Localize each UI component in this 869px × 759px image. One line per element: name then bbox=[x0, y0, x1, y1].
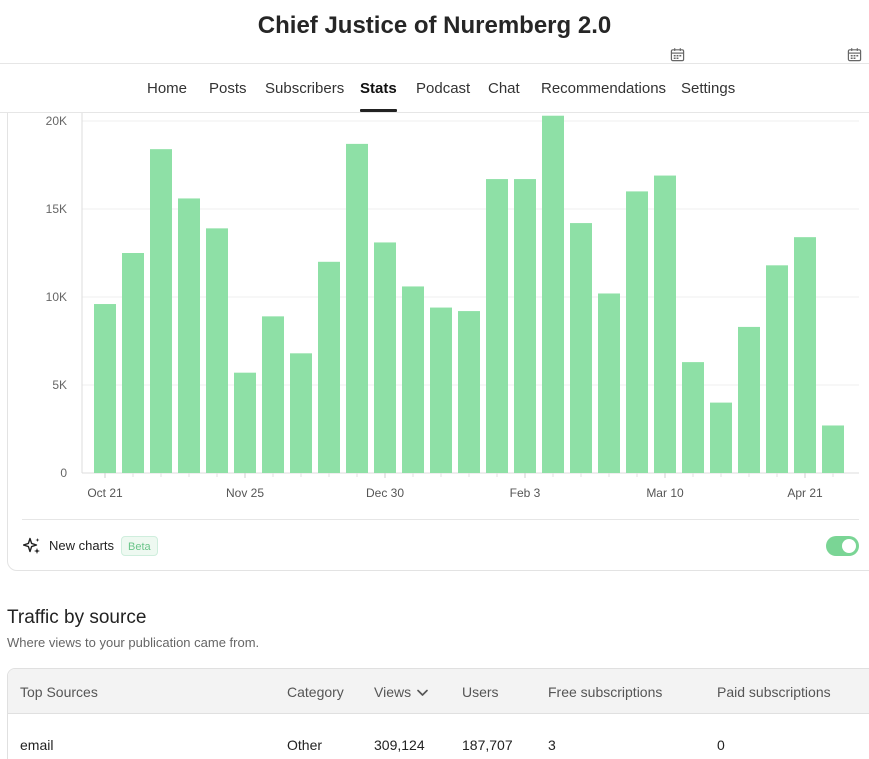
chart-bar bbox=[710, 402, 732, 473]
cell-source: email bbox=[20, 737, 54, 753]
chart-bar bbox=[822, 425, 844, 473]
chart-bar bbox=[262, 316, 284, 473]
chart-bar bbox=[486, 179, 508, 473]
column-paid-subscriptions: Paid subscriptions bbox=[717, 684, 831, 700]
cell-views: 309,124 bbox=[374, 737, 425, 753]
cell-category: Other bbox=[287, 737, 323, 753]
traffic-table: Top Sources Category Views Users Free su… bbox=[7, 668, 869, 759]
chart-bar bbox=[458, 311, 480, 473]
tab-settings[interactable]: Settings bbox=[681, 80, 736, 97]
sparkle-icon bbox=[23, 537, 40, 554]
chart-bar bbox=[598, 293, 620, 473]
views-bar-chart: 0 5K 10K 15K 20K Oct 21 Nov 25 Dec 30 Feb 3 Mar 1… bbox=[46, 113, 859, 500]
chart-bar bbox=[94, 304, 116, 473]
chart-bar bbox=[542, 115, 564, 473]
column-views[interactable]: Views bbox=[374, 684, 428, 700]
tab-posts[interactable]: Posts bbox=[209, 80, 247, 97]
column-free-subscriptions: Free subscriptions bbox=[548, 684, 663, 700]
toggle-knob bbox=[842, 539, 856, 553]
beta-badge: Beta bbox=[121, 536, 158, 556]
chart-bar bbox=[766, 265, 788, 473]
x-tick-label: Nov 25 bbox=[226, 486, 264, 500]
y-tick-label: 15K bbox=[46, 202, 67, 216]
column-views-label: Views bbox=[374, 684, 412, 700]
chart-bar bbox=[150, 149, 172, 473]
chart-bar bbox=[206, 228, 228, 473]
chart-bar bbox=[430, 307, 452, 473]
chart-bar bbox=[402, 286, 424, 473]
chart-bar bbox=[178, 198, 200, 473]
tab-podcast[interactable]: Podcast bbox=[416, 80, 471, 97]
y-tick-label: 0 bbox=[60, 466, 67, 480]
publication-title: Chief Justice of Nuremberg 2.0 bbox=[257, 12, 612, 39]
x-tick-label: Feb 3 bbox=[510, 486, 541, 500]
chart-bar bbox=[514, 179, 536, 473]
x-tick-label: Oct 21 bbox=[87, 486, 123, 500]
tab-chat[interactable]: Chat bbox=[488, 80, 520, 97]
x-tick-label: Dec 30 bbox=[366, 486, 404, 500]
new-charts-toggle[interactable] bbox=[826, 536, 859, 556]
chart-bar bbox=[570, 223, 592, 473]
chart-bar bbox=[794, 237, 816, 473]
chart-bar bbox=[318, 261, 340, 473]
table-header: Top Sources Category Views Users Free su… bbox=[8, 669, 869, 714]
publication-header: Chief Justice of Nuremberg 2.0 bbox=[0, 0, 869, 64]
chart-bar bbox=[654, 175, 676, 473]
chart-bar bbox=[346, 143, 368, 473]
chart-bar bbox=[682, 362, 704, 473]
y-tick-label: 20K bbox=[46, 114, 67, 128]
calendar-icon[interactable] bbox=[847, 47, 862, 62]
chart-card-divider bbox=[22, 519, 859, 520]
cell-users: 187,707 bbox=[462, 737, 513, 753]
tab-recommendations[interactable]: Recommendations bbox=[541, 80, 667, 97]
chart-bar bbox=[374, 242, 396, 473]
x-tick-label: Apr 21 bbox=[787, 486, 823, 500]
chart-bar bbox=[738, 326, 760, 473]
cell-free-subscriptions: 3 bbox=[548, 737, 556, 753]
traffic-section-title: Traffic by source bbox=[7, 607, 147, 628]
tab-subscribers[interactable]: Subscribers bbox=[265, 80, 345, 97]
chart-bar bbox=[626, 191, 648, 473]
chart-bar bbox=[122, 253, 144, 473]
calendar-icon[interactable] bbox=[670, 47, 685, 62]
column-users: Users bbox=[462, 684, 499, 700]
new-charts-label: New charts bbox=[49, 538, 115, 553]
tab-stats[interactable]: Stats bbox=[360, 80, 397, 112]
chart-bar bbox=[234, 372, 256, 473]
chart-bar bbox=[290, 353, 312, 473]
chevron-down-icon bbox=[417, 689, 428, 697]
main-nav: Home Posts Subscribers Stats Podcast Cha… bbox=[0, 64, 869, 113]
traffic-section-subtitle: Where views to your publication came fro… bbox=[7, 635, 260, 650]
column-category: Category bbox=[287, 684, 344, 700]
y-tick-label: 10K bbox=[46, 290, 67, 304]
y-tick-label: 5K bbox=[52, 378, 67, 392]
cell-paid-subscriptions: 0 bbox=[717, 737, 725, 753]
x-tick-label: Mar 10 bbox=[646, 486, 684, 500]
tab-home[interactable]: Home bbox=[147, 80, 188, 97]
column-top-sources: Top Sources bbox=[20, 684, 98, 700]
